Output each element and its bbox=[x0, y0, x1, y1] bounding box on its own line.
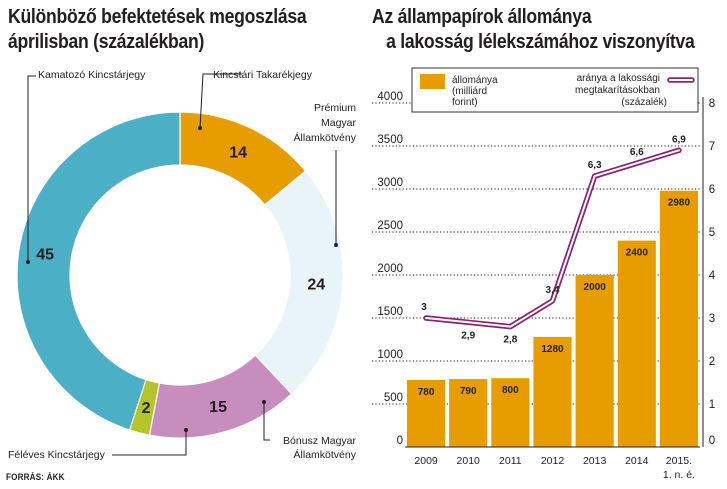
callout-label-kamatozo: Kamatozó Kincstárjegy bbox=[38, 69, 146, 81]
line-value-label: 3,4 bbox=[546, 285, 560, 296]
callout-label-premium: Államkötvény bbox=[294, 131, 357, 144]
line-value-label: 2,8 bbox=[503, 335, 517, 346]
y-left-tick-label: 3000 bbox=[377, 177, 403, 189]
line-value-label: 3 bbox=[421, 302, 427, 313]
donut-slice bbox=[254, 170, 344, 395]
bar-value-label: 790 bbox=[460, 386, 477, 397]
y-left-tick-label: 500 bbox=[384, 392, 403, 404]
callout-label-bonusz: Államkötvény bbox=[294, 448, 357, 461]
y-right-tick-label: 0 bbox=[709, 435, 715, 447]
y-right-tick-label: 4 bbox=[709, 270, 716, 282]
y-right-tick-label: 2 bbox=[709, 356, 715, 368]
y-left-tick-label: 0 bbox=[397, 435, 403, 447]
line-series-inner bbox=[425, 149, 680, 328]
y-right-tick-label: 1 bbox=[709, 399, 715, 411]
legend-label-bars: állománya bbox=[452, 75, 498, 86]
callout-label-bonusz: Bónusz Magyar bbox=[283, 435, 356, 447]
callout-label-premium: Magyar bbox=[321, 117, 357, 129]
donut-value-label: 45 bbox=[36, 247, 54, 264]
source-note: FORRÁS: ÁKK bbox=[6, 472, 65, 482]
line-value-label: 6,3 bbox=[588, 160, 602, 171]
bar-value-label: 780 bbox=[418, 387, 435, 398]
bar bbox=[617, 240, 656, 447]
bar-chart-title: Az állampapírok állománya a lakosság lél… bbox=[372, 5, 695, 55]
callout-label-premium: Prémium bbox=[314, 102, 356, 114]
x-tick-label: 2015. bbox=[666, 455, 692, 467]
callout-line-takarekjegy bbox=[199, 73, 242, 129]
bar-value-label: 2980 bbox=[668, 198, 691, 209]
x-tick-label: 2010 bbox=[457, 455, 481, 467]
legend-label-line: (százalék) bbox=[621, 97, 667, 108]
bar bbox=[575, 275, 614, 447]
donut-chart: 14 24 15 2 45 Kincstári Takarékjegy Prémium Mag… bbox=[8, 69, 357, 461]
bar-title-line-1: Az állampapírok állománya bbox=[372, 6, 592, 28]
x-tick-label: 2009 bbox=[414, 455, 438, 467]
donut-value-label: 24 bbox=[307, 277, 325, 294]
y-right-tick-label: 8 bbox=[709, 98, 715, 110]
donut-title-line-1: Különböző befektetések megoszlása bbox=[8, 6, 307, 28]
callout-label-feleves: Féléves Kincstárjegy bbox=[8, 449, 106, 461]
donut-value-label: 15 bbox=[209, 399, 227, 416]
bar-value-label: 2400 bbox=[626, 248, 649, 259]
bar bbox=[491, 378, 530, 447]
callout-dot-kamatozo bbox=[26, 260, 30, 264]
legend-label-bars: (milliárd bbox=[452, 86, 487, 97]
y-right-tick-label: 6 bbox=[709, 184, 715, 196]
donut-value-label: 2 bbox=[142, 400, 151, 417]
bar-value-label: 800 bbox=[502, 385, 519, 396]
callout-line-feleves bbox=[112, 430, 187, 456]
x-tick-sublabel: 1. n. é. bbox=[663, 469, 695, 481]
bar bbox=[659, 190, 698, 447]
callout-label-takarekjegy: Kincstári Takarékjegy bbox=[213, 69, 313, 81]
legend-label-line: aránya a lakossági bbox=[577, 73, 660, 84]
bar-value-label: 2000 bbox=[584, 282, 607, 293]
bar bbox=[407, 379, 446, 447]
legend-label-bars: forint) bbox=[452, 97, 478, 108]
callout-line-kamatozo bbox=[27, 75, 36, 262]
y-right-tick-label: 3 bbox=[709, 313, 715, 325]
bar bbox=[449, 379, 488, 447]
y-right-tick-label: 5 bbox=[709, 227, 715, 239]
x-tick-label: 2011 bbox=[499, 455, 522, 467]
line-value-label: 6,6 bbox=[630, 147, 644, 158]
callout-line-bonusz bbox=[263, 402, 270, 441]
legend-label-line: megtakarításokban bbox=[575, 85, 660, 96]
donut-chart-title: Különböző befektetések megoszlása áprili… bbox=[8, 5, 307, 55]
callout-dot-feleves bbox=[184, 428, 188, 432]
legend-swatch-bars bbox=[420, 74, 445, 89]
donut-value-label: 14 bbox=[229, 144, 247, 161]
donut-title-line-2: áprilisban (százalékban) bbox=[8, 31, 205, 53]
y-left-tick-label: 2000 bbox=[377, 263, 403, 275]
callout-dot-takarekjegy bbox=[198, 126, 202, 130]
bar-value-label: 1280 bbox=[541, 344, 564, 355]
legend-box bbox=[411, 67, 699, 113]
line-value-label: 2,9 bbox=[461, 330, 475, 341]
y-left-tick-label: 2500 bbox=[377, 220, 403, 232]
x-tick-label: 2014 bbox=[625, 455, 649, 467]
donut-slice bbox=[16, 111, 181, 431]
y-left-tick-label: 3500 bbox=[377, 134, 403, 146]
y-right-tick-label: 7 bbox=[709, 141, 715, 153]
y-left-tick-label: 4000 bbox=[377, 91, 403, 103]
y-left-tick-label: 1500 bbox=[377, 306, 403, 318]
x-tick-label: 2013 bbox=[583, 455, 607, 467]
bar bbox=[533, 336, 572, 447]
y-left-tick-label: 1000 bbox=[377, 349, 403, 361]
line-value-label: 6,9 bbox=[672, 134, 686, 145]
callout-dot-bonusz bbox=[262, 400, 266, 404]
bar-title-line-2: a lakosság lélekszámához viszonyítva bbox=[386, 31, 695, 53]
x-tick-label: 2012 bbox=[541, 455, 565, 467]
callout-dot-premium bbox=[334, 243, 338, 247]
